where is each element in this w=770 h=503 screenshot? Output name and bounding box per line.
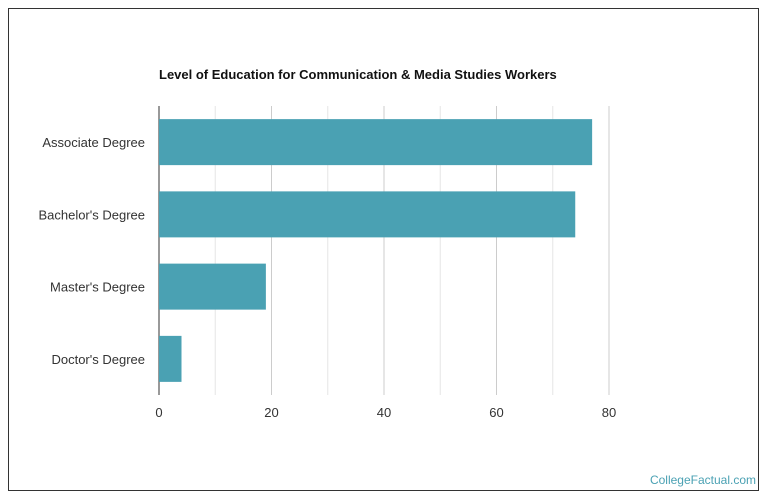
category-label: Associate Degree xyxy=(42,135,145,150)
category-label: Bachelor's Degree xyxy=(38,207,145,222)
bars xyxy=(159,119,593,382)
category-label: Master's Degree xyxy=(50,280,145,295)
category-label: Doctor's Degree xyxy=(51,352,145,367)
x-tick-label: 80 xyxy=(602,405,616,420)
bar xyxy=(159,191,576,238)
chart-title: Level of Education for Communication & M… xyxy=(159,67,557,82)
watermark: CollegeFactual.com xyxy=(649,473,756,487)
bar xyxy=(159,119,593,166)
x-tick-label: 0 xyxy=(155,405,162,420)
x-tick-label: 60 xyxy=(489,405,503,420)
x-tick-labels: 0 20 40 60 80 xyxy=(155,405,616,420)
category-labels: Associate Degree Bachelor's Degree Master'… xyxy=(38,135,145,367)
x-tick-label: 20 xyxy=(264,405,278,420)
x-tick-label: 40 xyxy=(377,405,391,420)
bar xyxy=(159,335,182,382)
bar xyxy=(159,263,266,310)
